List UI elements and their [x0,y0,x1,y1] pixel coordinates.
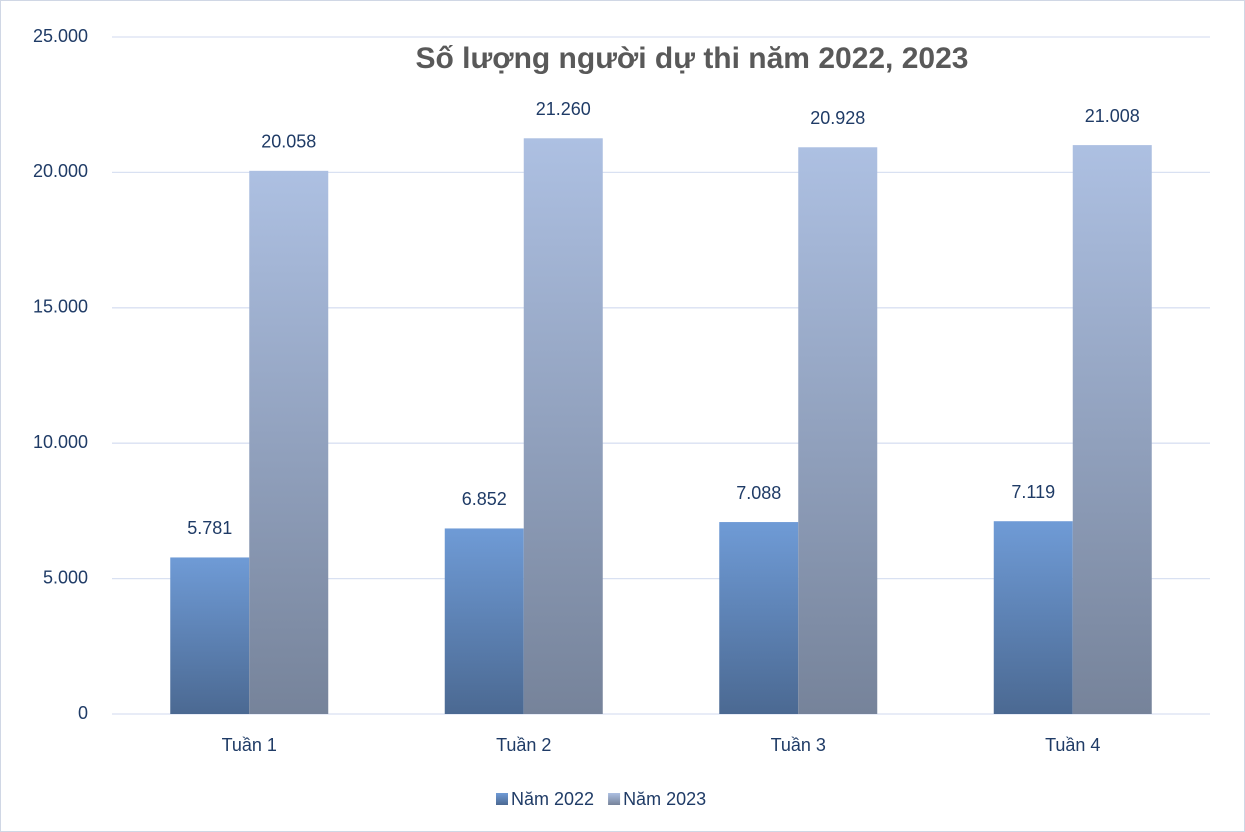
data-label: 5.781 [187,518,232,538]
bar [444,528,524,714]
legend-swatch [496,793,508,805]
data-label: 21.008 [1085,106,1140,126]
x-tick-label: Tuần 1 [222,735,277,755]
data-label: 7.119 [1011,482,1055,502]
legend-swatch [608,793,621,805]
data-label: 20.928 [810,108,865,128]
x-tick-label: Tuần 4 [1045,735,1100,755]
x-tick-label: Tuần 3 [771,735,826,755]
bar [249,170,329,715]
bar [993,521,1073,714]
y-tick-label: 0 [78,703,88,723]
legend-label: Năm 2023 [623,789,706,809]
data-label: 21.260 [536,99,591,119]
data-label: 20.058 [261,132,316,152]
bar [1072,145,1152,714]
bar [719,522,799,714]
data-label: 6.852 [462,489,507,509]
chart-title: Số lượng người dự thi năm 2022, 2023 [416,42,969,75]
legend-label: Năm 2022 [511,789,594,809]
x-tick-label: Tuần 2 [496,735,551,755]
y-tick-label: 20.000 [33,161,88,181]
y-tick-label: 25.000 [33,26,88,46]
bar [523,138,603,715]
y-tick-label: 15.000 [33,297,88,317]
y-tick-label: 10.000 [33,432,88,452]
y-tick-label: 5.000 [43,567,88,587]
data-label: 7.088 [736,483,781,503]
bar [170,557,250,714]
bar [798,147,878,714]
